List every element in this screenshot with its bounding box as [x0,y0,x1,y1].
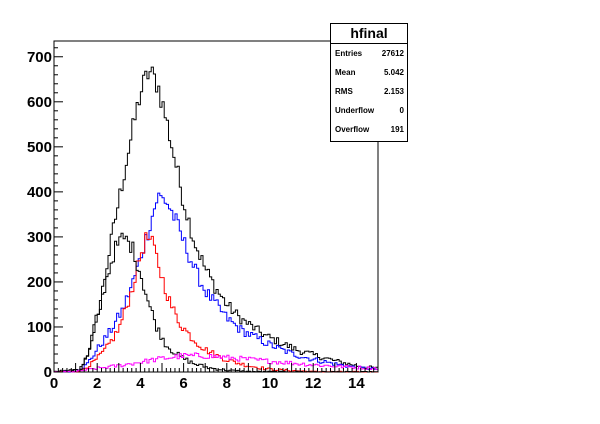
series-layer [54,66,378,373]
histogram-series-4 [54,352,378,373]
x-tick-label: 8 [223,375,231,392]
stats-value: 5.042 [383,68,404,77]
y-tick-label: 200 [27,274,52,291]
stats-label: RMS [335,87,353,96]
stats-title: hfinal [331,24,407,44]
y-tick-label: 600 [27,94,52,111]
x-tick-label: 0 [50,375,58,392]
x-tick-label: 14 [348,375,365,392]
y-tick-label: 0 [44,364,52,381]
y-tick-label: 700 [27,49,52,66]
x-tick-label: 2 [93,375,101,392]
stats-label: Overflow [335,125,370,134]
histogram-series-1 [54,192,378,373]
stats-row-underflow: Underflow 0 [331,101,407,120]
stats-box: hfinal Entries 27612 Mean 5.042 RMS 2.15… [330,23,408,142]
x-tick-label: 4 [136,375,145,392]
histogram-series-3 [54,232,378,373]
stats-value: 0 [399,106,404,115]
stats-row-rms: RMS 2.153 [331,82,407,101]
y-tick-label: 300 [27,229,52,246]
stats-value: 2.153 [383,87,404,96]
x-tick-label: 6 [179,375,187,392]
stats-value: 27612 [381,49,404,58]
stats-label: Entries [335,49,363,58]
x-tick-label: 10 [262,375,279,392]
stats-value: 191 [390,125,404,134]
stats-label: Underflow [335,106,375,115]
axis-layer: 0 2 4 6 8 10 12 14 0 100 200 300 400 500 600 700 [27,47,379,392]
y-tick-label: 100 [27,319,52,336]
stats-row-entries: Entries 27612 [331,44,407,63]
plot-frame [53,40,379,373]
stats-row-mean: Mean 5.042 [331,63,407,82]
histogram-series-0 [54,66,378,373]
stats-label: Mean [335,68,356,77]
y-tick-label: 400 [27,184,52,201]
stats-row-overflow: Overflow 191 [331,120,407,139]
y-tick-label: 500 [27,139,52,156]
x-tick-label: 12 [305,375,322,392]
